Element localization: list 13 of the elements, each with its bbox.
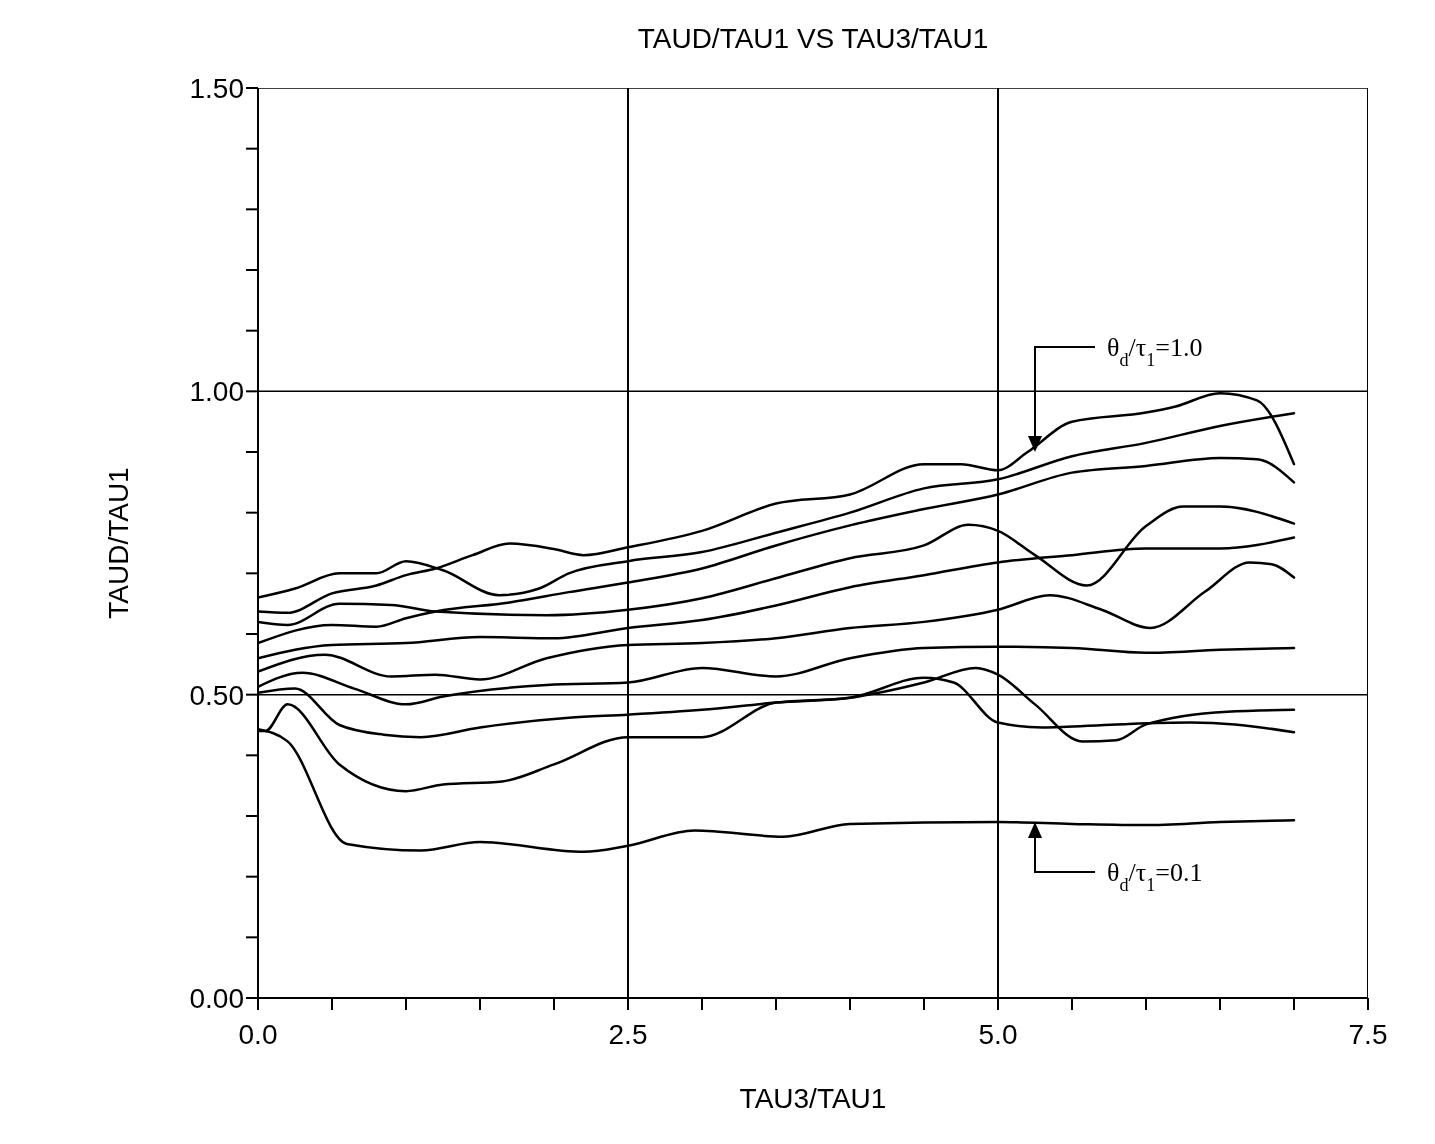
y-tick-label: 1.50 [189, 72, 244, 104]
annotation: θ$_{d}$/τ$_{1}$=0.1 [1107, 858, 1203, 896]
x-tick-label: 5.0 [978, 1018, 1018, 1050]
x-tick-label: 2.5 [608, 1018, 648, 1050]
chart-title: TAUD/TAU1 VS TAU3/TAU1 [637, 23, 989, 54]
y-tick-label: 1.00 [189, 376, 244, 408]
annotation: θ$_{d}$/τ$_{1}$=1.0 [1107, 333, 1203, 370]
y-axis-title: TAUD/TAU1 [102, 467, 134, 619]
y-tick-label: 0.50 [189, 679, 244, 711]
x-tick-label: 7.5 [1348, 1018, 1388, 1050]
x-axis-title: TAU3/TAU1 [739, 1083, 887, 1114]
x-tick-label: 0.0 [238, 1018, 278, 1050]
y-tick-label: 0.00 [189, 982, 244, 1014]
